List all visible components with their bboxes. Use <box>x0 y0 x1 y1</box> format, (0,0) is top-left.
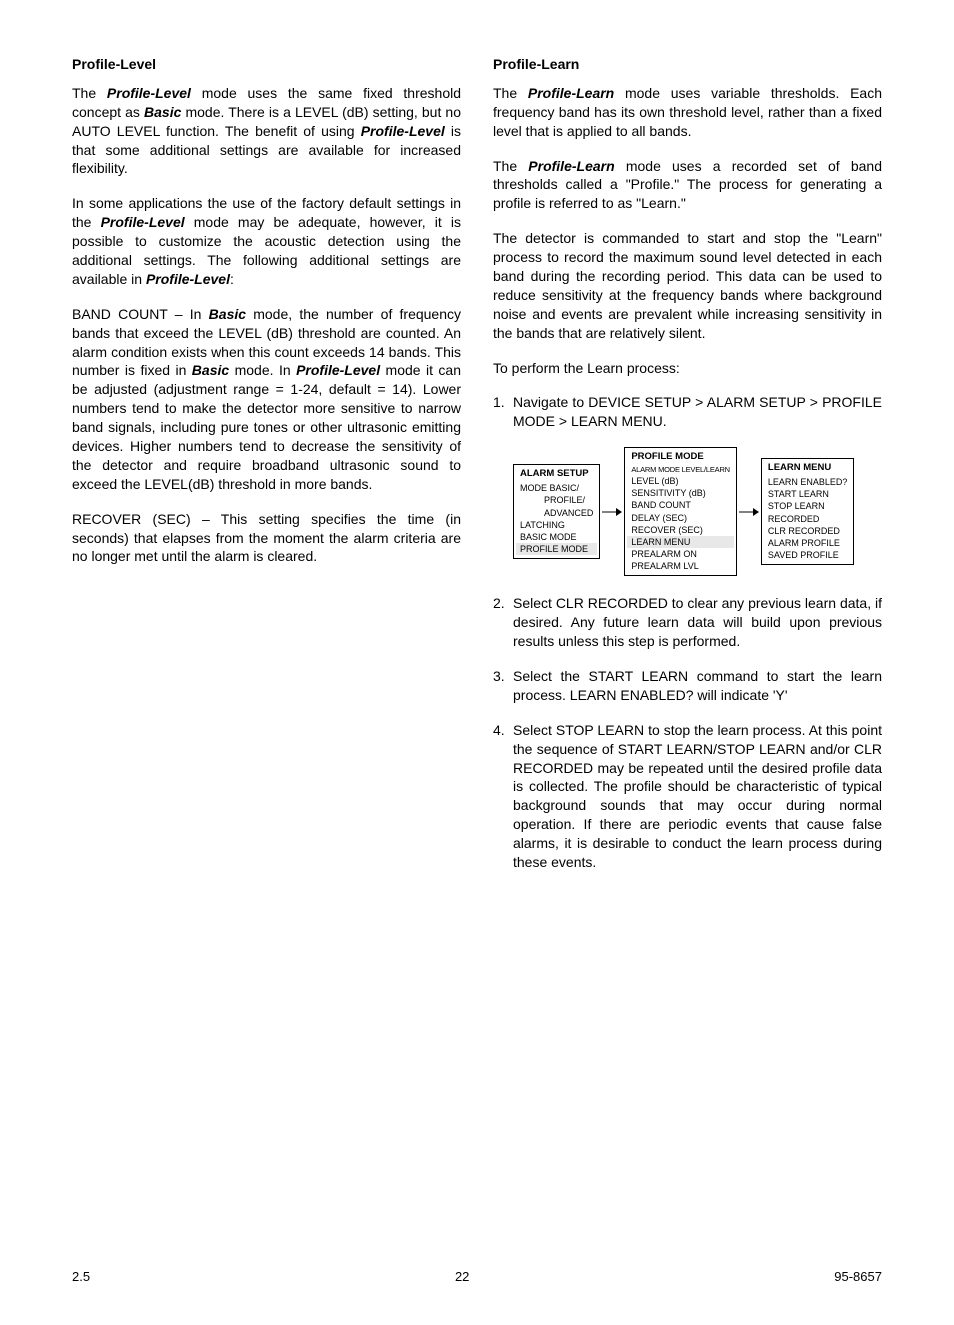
menu-row: DELAY (SEC) <box>631 512 730 524</box>
step-text: Select the START LEARN command to start … <box>513 667 882 705</box>
menu-row: PREALARM LVL <box>631 560 730 572</box>
profile-mode-box: PROFILE MODE ALARM MODE LEVEL/LEARN LEVE… <box>624 447 737 576</box>
step-3: 3. Select the START LEARN command to sta… <box>493 667 882 705</box>
step-1: 1. Navigate to DEVICE SETUP > ALARM SETU… <box>493 393 882 431</box>
right-p3: The detector is commanded to start and s… <box>493 229 882 342</box>
step-4: 4. Select STOP LEARN to stop the learn p… <box>493 721 882 872</box>
left-p2: In some applications the use of the fact… <box>72 194 461 288</box>
left-p3: BAND COUNT – In Basic mode, the number o… <box>72 305 461 494</box>
step-number: 4. <box>493 721 513 872</box>
right-column: Profile-Learn The Profile-Learn mode use… <box>493 55 882 888</box>
menu-row: SAVED PROFILE <box>768 549 848 561</box>
left-column: Profile-Level The Profile-Level mode use… <box>72 55 461 888</box>
footer-right: 95-8657 <box>834 1268 882 1286</box>
step-number: 2. <box>493 594 513 651</box>
step-number: 1. <box>493 393 513 431</box>
menu-row: ADVANCED <box>520 507 593 519</box>
menu-row: BAND COUNT <box>631 499 730 511</box>
term: Basic <box>144 104 181 120</box>
txt: : <box>230 271 234 287</box>
term: Basic <box>209 306 246 322</box>
arrow-icon <box>600 507 624 517</box>
txt: The <box>493 158 528 174</box>
menu-row: PREALARM ON <box>631 548 730 560</box>
box-title: LEARN MENU <box>768 462 848 475</box>
heading-profile-learn: Profile-Learn <box>493 55 882 74</box>
menu-row: ALARM MODE LEVEL/LEARN <box>631 465 730 475</box>
left-p1: The Profile-Level mode uses the same fix… <box>72 84 461 178</box>
term: Profile-Level <box>146 271 230 287</box>
menu-row: LATCHING <box>520 519 593 531</box>
box-title: PROFILE MODE <box>631 451 730 464</box>
right-p2: The Profile-Learn mode uses a recorded s… <box>493 157 882 214</box>
menu-row: SENSITIVITY (dB) <box>631 487 730 499</box>
txt: mode it can be adjusted (adjustment rang… <box>72 362 461 491</box>
menu-row: LEVEL (dB) <box>631 475 730 487</box>
step-text: Navigate to DEVICE SETUP > ALARM SETUP >… <box>513 393 882 431</box>
heading-profile-level: Profile-Level <box>72 55 461 74</box>
step-text: Select STOP LEARN to stop the learn proc… <box>513 721 882 872</box>
term: Profile-Learn <box>528 85 614 101</box>
term: Profile-Level <box>107 85 191 101</box>
txt: The <box>72 85 107 101</box>
menu-row: BASIC MODE <box>520 531 593 543</box>
right-p1: The Profile-Learn mode uses variable thr… <box>493 84 882 141</box>
box-title: ALARM SETUP <box>520 468 593 481</box>
txt: mode. In <box>229 362 296 378</box>
menu-row: RECOVER (SEC) <box>631 524 730 536</box>
steps-list: 1. Navigate to DEVICE SETUP > ALARM SETU… <box>493 393 882 431</box>
footer-left: 2.5 <box>72 1268 90 1286</box>
left-p4: RECOVER (SEC) – This setting specifies t… <box>72 510 461 567</box>
txt: The <box>493 85 528 101</box>
learn-menu-box: LEARN MENU LEARN ENABLED? START LEARN ST… <box>761 458 855 565</box>
menu-row: START LEARN <box>768 488 848 500</box>
menu-row: MODE BASIC/ <box>520 482 593 494</box>
two-column-layout: Profile-Level The Profile-Level mode use… <box>72 55 882 888</box>
alarm-setup-box: ALARM SETUP MODE BASIC/ PROFILE/ ADVANCE… <box>513 464 600 559</box>
menu-row: LEARN ENABLED? <box>768 476 848 488</box>
menu-flow-diagram: ALARM SETUP MODE BASIC/ PROFILE/ ADVANCE… <box>513 447 882 576</box>
step-2: 2. Select CLR RECORDED to clear any prev… <box>493 594 882 651</box>
menu-row: ALARM PROFILE <box>768 537 848 549</box>
menu-row: STOP LEARN <box>768 500 848 512</box>
menu-row: CLR RECORDED <box>768 525 848 537</box>
menu-row-highlighted: LEARN MENU <box>627 536 734 548</box>
term: Basic <box>192 362 229 378</box>
txt: BAND COUNT – In <box>72 306 209 322</box>
menu-row: PROFILE/ <box>520 494 593 506</box>
footer-center: 22 <box>455 1268 469 1286</box>
step-number: 3. <box>493 667 513 705</box>
menu-row: RECORDED <box>768 513 848 525</box>
term: Profile-Level <box>296 362 380 378</box>
menu-row-highlighted: PROFILE MODE <box>516 543 597 555</box>
step-text: Select CLR RECORDED to clear any previou… <box>513 594 882 651</box>
term: Profile-Learn <box>528 158 614 174</box>
page-footer: 2.5 22 95-8657 <box>72 1268 882 1286</box>
right-p4: To perform the Learn process: <box>493 359 882 378</box>
term: Profile-Level <box>101 214 185 230</box>
steps-list-cont: 2. Select CLR RECORDED to clear any prev… <box>493 594 882 872</box>
arrow-icon <box>737 507 761 517</box>
term: Profile-Level <box>361 123 445 139</box>
